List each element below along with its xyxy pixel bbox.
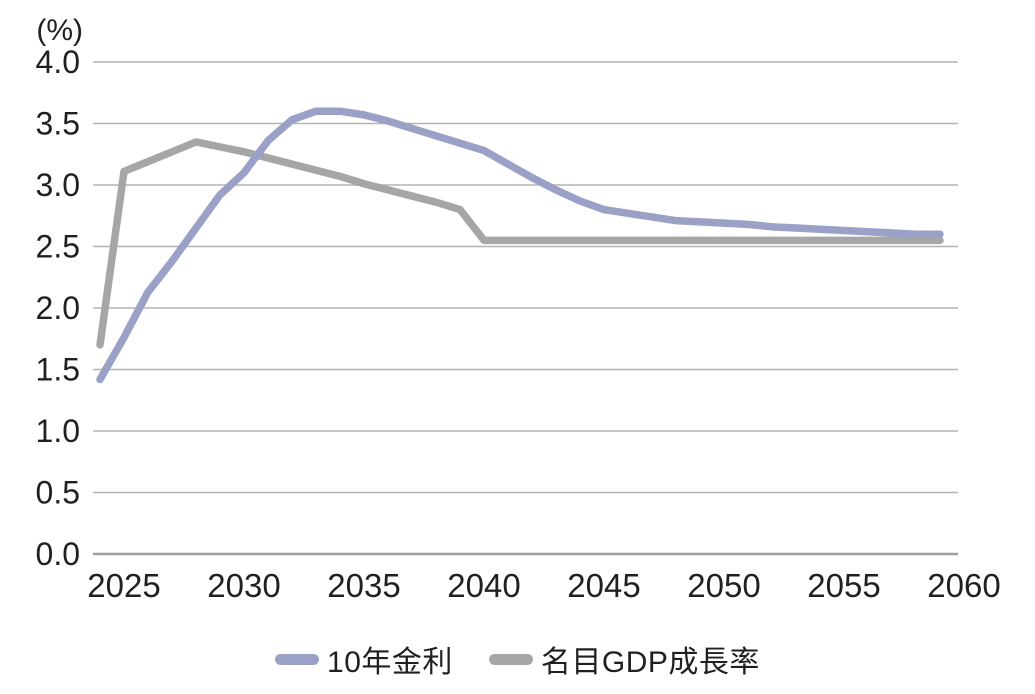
y-axis-tick-label: 2.5 [36,229,80,265]
10y-rate-line-marker-icon [275,653,320,665]
x-axis-tick-label: 2055 [807,567,880,604]
series-line-10y-rate [96,107,944,384]
legend-item-nominal-gdp-growth: 名目GDP成長率 [488,637,760,681]
y-axis-tick-label: 1.0 [36,413,80,449]
y-axis-tick-label: 3.0 [36,167,80,203]
series-line-nominal-gdp-growth [96,138,944,349]
x-axis-tick-label: 2045 [567,567,640,604]
y-axis-tick-label: 0.0 [36,536,80,572]
x-axis-tick-label: 2050 [687,567,760,604]
y-axis-tick-label: 1.5 [36,352,80,388]
legend-label-nominal-gdp-growth: 名目GDP成長率 [540,646,760,679]
x-axis-tick-label: 2040 [447,567,520,604]
legend-item-10y-rate: 10年金利 [275,637,453,681]
y-axis-tick-label: 0.5 [36,475,80,511]
y-axis-tick-label: 4.0 [36,44,80,80]
x-axis-tick-label: 2035 [327,567,400,604]
x-axis-tick-label: 2025 [87,567,160,604]
x-axis-tick-label: 2060 [927,567,1000,604]
nominal-gdp-growth-line-marker-icon [488,653,533,665]
legend-label-10y-rate: 10年金利 [327,646,453,679]
y-axis-tick-label: 3.5 [36,106,80,142]
x-axis-tick-label: 2030 [207,567,280,604]
chart-legend: 10年金利 名目GDP成長率 [0,636,1035,682]
y-axis-tick-label: 2.0 [36,290,80,326]
y-axis-unit-label: (%) [36,14,83,47]
